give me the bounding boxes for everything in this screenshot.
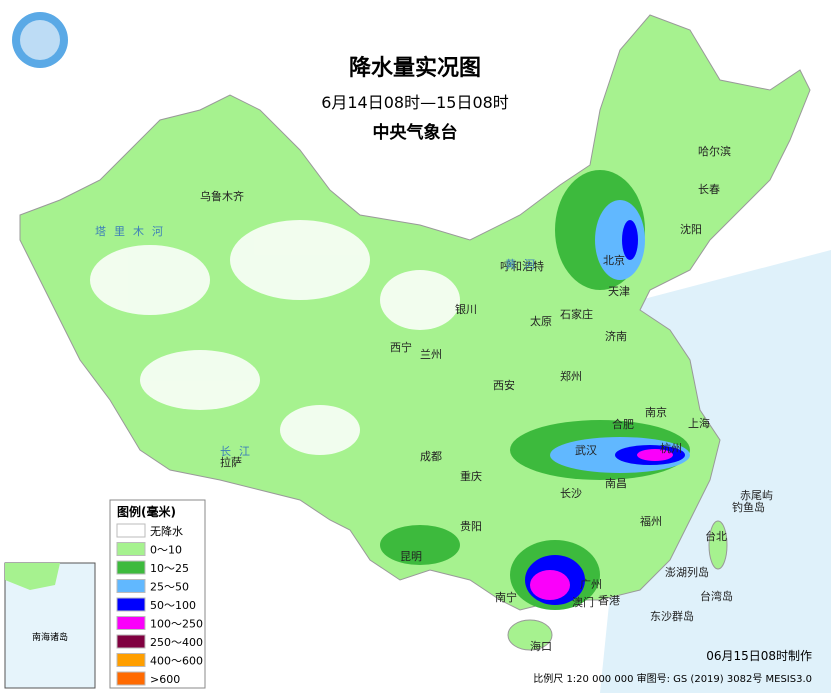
city: 杭州 [660,441,682,455]
inset-label: 南海诸岛 [32,631,68,643]
legend-label: 25～50 [150,581,189,594]
legend-label: 10～25 [150,562,189,575]
legend-label: >600 [150,673,180,686]
taiwan [708,520,728,570]
river-label: 塔里木河 [95,225,171,238]
legend: 图例(毫米) 无降水 0～10 10～25 25～50 50～100 100～250 250… [109,499,206,689]
city: 上海 [688,416,710,430]
city: 澳门 [572,595,594,609]
city: 太原 [530,315,552,328]
city: 重庆 [460,469,482,483]
city: 钓鱼岛 [732,500,765,514]
legend-label: 250～400 [150,636,203,649]
city: 济南 [605,329,627,343]
legend-swatch [116,671,146,686]
title: 降水量实况图 [349,55,481,81]
city: 西安 [493,378,515,392]
logo-inner [20,20,60,60]
city: 呼和浩特 [500,259,544,273]
agency: 中央气象台 [373,122,458,143]
city: 合肥 [612,417,634,431]
city: 银川 [455,302,477,316]
river-labels: 塔里木河 黄河 长江 [95,225,543,458]
city: 南宁 [495,590,517,604]
legend-swatch [116,523,146,538]
legend-label: 400～600 [150,655,203,668]
city: 成都 [420,450,442,463]
city: 乌鲁木齐 [200,189,244,203]
footer-made: 06月15日08时制作 [706,649,812,663]
legend-swatch [116,634,146,649]
city: 郑州 [560,369,582,383]
city: 长沙 [560,487,582,500]
legend-title: 图例(毫米) [117,504,176,519]
city: 贵阳 [460,520,482,533]
river-label: 长江 [220,445,258,458]
city: 南京 [645,405,667,419]
city: 武汉 [575,444,597,457]
legend-label: 100～250 [150,618,203,631]
city: 长春 [698,183,720,196]
river-label: 黄河 [505,257,543,271]
footer-scale: 比例尺 1:20 000 000 审图号: GS (2019) 3082号 ME… [533,672,812,685]
city: 台湾岛 [700,589,733,603]
city: 澎湖列岛 [665,565,709,579]
subtitle: 6月14日08时—15日08时 [321,93,509,112]
city: 赤尾屿 [740,489,773,502]
rain-areas [380,170,690,610]
inset: 南海诸岛 [4,562,96,689]
city: 沈阳 [680,222,702,236]
city: 拉萨 [220,455,242,469]
city: 西宁 [390,340,412,354]
city: 香港 [598,594,620,607]
hainan [507,619,553,651]
inset-land [5,563,60,590]
city: 石家庄 [560,307,593,321]
city: 福州 [640,514,662,528]
city: 台北 [705,529,727,543]
dry-areas [90,220,460,455]
legend-swatch [116,597,146,612]
legend-swatch [116,653,146,667]
city: 东沙群岛 [650,609,694,623]
city: 广州 [580,578,602,591]
legend-swatch [116,616,146,630]
legend-label: 无降水 [150,524,183,538]
city: 北京 [603,253,625,267]
city: 天津 [608,285,630,298]
city: 哈尔滨 [698,144,731,158]
city-labels: 乌鲁木齐 哈尔滨 长春 沈阳 北京 天津 呼和浩特 石家庄 太原 济南 银川 西… [200,144,773,653]
city: 南昌 [605,477,627,490]
legend-swatch [116,579,146,593]
city: 兰州 [420,348,442,361]
city: 海口 [530,639,552,653]
legend-swatch [116,560,146,575]
legend-label: 50～100 [150,599,196,612]
legend-label: 0～10 [150,544,182,557]
city: 昆明 [400,550,422,563]
legend-swatch [116,542,146,556]
